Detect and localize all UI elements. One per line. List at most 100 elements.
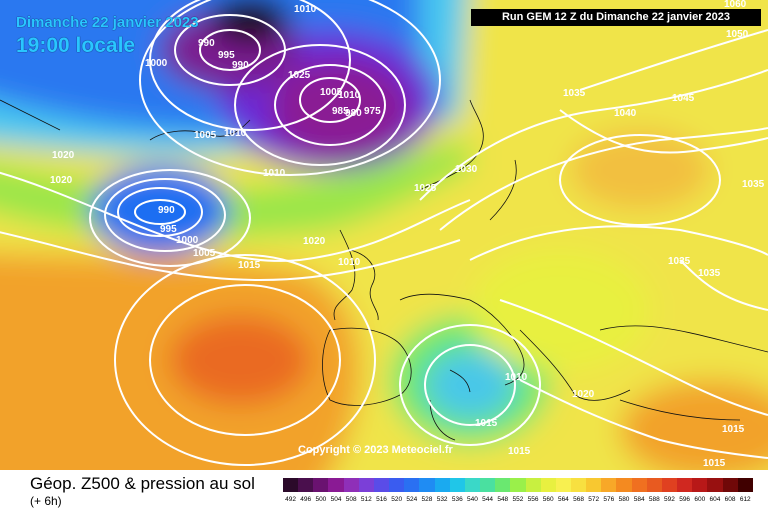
isobar-label: 1035 <box>742 179 765 190</box>
isobar-lines <box>0 0 768 465</box>
legend-swatch <box>555 478 571 492</box>
legend-value: 576 <box>603 496 615 503</box>
legend-value: 556 <box>527 496 539 503</box>
isobar-label: 975 <box>364 106 381 117</box>
isobar-label: 1035 <box>668 256 691 267</box>
legend-swatch <box>525 478 541 492</box>
isobar-label: 995 <box>160 224 177 235</box>
legend-swatch <box>449 478 465 492</box>
isobar-label: 1010 <box>338 257 361 268</box>
isobar-label: 1010 <box>263 168 286 179</box>
legend-value: 508 <box>345 496 357 503</box>
legend-swatch <box>722 478 738 492</box>
legend-value: 604 <box>709 496 721 503</box>
forecast-date: Dimanche 22 janvier 2023 <box>16 14 199 31</box>
legend-swatch <box>601 478 617 492</box>
isobar-label: 1020 <box>572 389 595 400</box>
legend-value: 536 <box>451 496 463 503</box>
isobar-label: 1030 <box>455 164 478 175</box>
legend-swatch <box>313 478 329 492</box>
isobar-label: 1015 <box>508 446 531 457</box>
isobar-label: 1035 <box>698 268 721 279</box>
isobar-label: 1035 <box>563 88 586 99</box>
legend-value: 552 <box>512 496 524 503</box>
legend-swatch <box>328 478 344 492</box>
map-title: Géop. Z500 & pression au sol <box>30 474 255 493</box>
isobar-label: 1025 <box>288 70 311 81</box>
legend-value: 524 <box>406 496 418 503</box>
isobar-label: 985 <box>332 106 349 117</box>
isobar-label: 1000 <box>176 235 199 246</box>
legend-swatch <box>510 478 526 492</box>
legend-swatch <box>389 478 405 492</box>
legend-value: 560 <box>542 496 554 503</box>
legend-value: 592 <box>664 496 675 503</box>
legend-value: 572 <box>588 496 600 503</box>
legend-value: 584 <box>633 496 645 503</box>
coastlines <box>0 99 768 441</box>
isobar-label: 1005 <box>194 130 217 141</box>
isobar-labels: 990 995 990 1000 1010 1025 1005 1010 985… <box>50 0 765 469</box>
isobar-label: 1040 <box>614 108 637 119</box>
legend-value: 600 <box>694 496 706 503</box>
legend-value: 596 <box>679 496 691 503</box>
legend-swatch <box>434 478 450 492</box>
legend-swatch <box>631 478 647 492</box>
legend-swatch <box>373 478 390 492</box>
legend-swatch <box>495 478 511 492</box>
legend-value: 612 <box>739 496 751 503</box>
legend-swatch <box>586 478 602 492</box>
isobar-label: 1010 <box>224 128 247 139</box>
legend-value: 588 <box>648 496 660 503</box>
isobar-label: 1010 <box>294 4 317 15</box>
isobar-label: 990 <box>158 205 175 216</box>
legend-value: 496 <box>300 496 312 503</box>
geopotential-map-svg: 990 995 990 1000 1010 1025 1005 1010 985… <box>0 0 768 470</box>
color-legend-labels: 492 496 500 504 508 512 516 520 524 528 532 536 540 5… <box>283 492 753 508</box>
legend-swatch <box>358 478 374 492</box>
copyright-notice: Copyright © 2023 Meteociel.fr <box>298 444 453 456</box>
color-legend: 492 496 500 504 508 512 516 520 524 528 532 536 540 5… <box>283 478 753 508</box>
isobar-label: 995 <box>218 50 235 61</box>
legend-value: 568 <box>573 496 584 503</box>
isobar-label: 1015 <box>722 424 745 435</box>
isobar-label: 1015 <box>475 418 498 429</box>
legend-swatch <box>570 478 587 492</box>
legend-swatch <box>616 478 632 492</box>
weather-map: 990 995 990 1000 1010 1025 1005 1010 985… <box>0 0 768 470</box>
legend-swatch <box>283 478 299 492</box>
legend-value: 500 <box>315 496 327 503</box>
forecast-time: 19:00 locale <box>16 34 136 57</box>
legend-value: 528 <box>421 496 433 503</box>
legend-swatch <box>692 478 708 492</box>
legend-swatch <box>298 478 314 492</box>
legend-swatch <box>661 478 678 492</box>
legend-value: 492 <box>285 496 296 503</box>
forecast-lead-time: (+ 6h) <box>30 494 62 508</box>
isobar-label: 1015 <box>703 458 726 469</box>
legend-value: 532 <box>436 496 448 503</box>
legend-swatch <box>737 478 753 492</box>
isobar-label: 1025 <box>414 183 437 194</box>
legend-value: 520 <box>391 496 403 503</box>
legend-value: 608 <box>724 496 736 503</box>
legend-value: 540 <box>467 496 478 503</box>
legend-value: 516 <box>376 496 387 503</box>
isobar-label: 1005 <box>193 248 216 259</box>
legend-value: 580 <box>618 496 630 503</box>
isobar-label: 990 <box>198 38 215 49</box>
legend-swatch <box>707 478 723 492</box>
isobar-label: 1015 <box>238 260 261 271</box>
color-legend-swatches <box>283 478 753 492</box>
legend-swatch <box>540 478 556 492</box>
legend-value: 548 <box>497 496 509 503</box>
legend-value: 544 <box>482 496 494 503</box>
isobar-label: 1020 <box>50 175 73 186</box>
legend-value: 504 <box>330 496 342 503</box>
isobar-label: 1010 <box>338 90 361 101</box>
isobar-label: 1000 <box>145 58 168 69</box>
isobar-label: 1045 <box>672 93 695 104</box>
isobar-label: 1060 <box>724 0 747 10</box>
legend-swatch <box>480 478 496 492</box>
isobar-label: 1020 <box>52 150 75 161</box>
